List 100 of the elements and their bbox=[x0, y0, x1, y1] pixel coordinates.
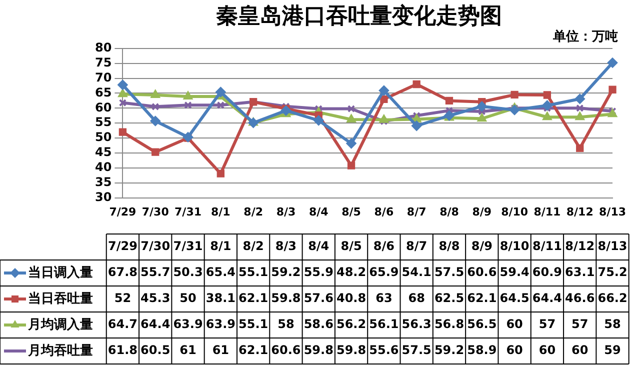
data-label: 46.6 bbox=[565, 291, 595, 306]
data-label: 59 bbox=[604, 343, 621, 358]
chart-title: 秦皇岛港口吞吐量变化走势图 bbox=[216, 2, 502, 29]
data-label: 52 bbox=[114, 291, 132, 306]
category-label: 7/30 bbox=[140, 239, 170, 254]
x-tick-label: 8/2 bbox=[244, 205, 263, 218]
data-label: 61 bbox=[180, 343, 196, 358]
text: 单位：万吨 bbox=[552, 28, 618, 44]
category-label: 7/31 bbox=[173, 239, 203, 254]
y-tick-label: 55 bbox=[94, 115, 112, 130]
x-tick-label: 8/6 bbox=[374, 205, 394, 218]
data-label: 67.8 bbox=[108, 265, 138, 280]
data-label: 56.3 bbox=[402, 317, 432, 332]
data-label: 59.8 bbox=[304, 343, 334, 358]
category-label: 8/7 bbox=[406, 239, 428, 254]
data-label: 60.9 bbox=[532, 265, 562, 280]
data-label: 57 bbox=[572, 317, 588, 332]
data-label: 38.1 bbox=[206, 291, 236, 306]
x-tick-label: 8/8 bbox=[440, 205, 459, 218]
data-label: 48.2 bbox=[336, 265, 366, 280]
x-tick-label: 8/9 bbox=[472, 205, 492, 218]
data-label: 59.8 bbox=[336, 343, 366, 358]
data-label: 59.2 bbox=[434, 343, 464, 358]
y-tick-label: 65 bbox=[94, 85, 112, 100]
y-tick-label: 30 bbox=[94, 190, 112, 204]
data-label: 40.8 bbox=[336, 291, 366, 306]
y-tick-label: 40 bbox=[94, 160, 112, 174]
data-label: 60.6 bbox=[467, 265, 497, 280]
data-label: 56.5 bbox=[467, 317, 497, 332]
data-label: 57.6 bbox=[304, 291, 334, 306]
data-label: 64.4 bbox=[140, 317, 170, 332]
data-label: 63.1 bbox=[565, 265, 595, 280]
x-tick-label: 8/1 bbox=[210, 205, 230, 218]
data-label: 63.9 bbox=[173, 317, 203, 332]
data-label: 58.9 bbox=[467, 343, 497, 358]
x-tick-label: 8/7 bbox=[406, 205, 426, 218]
data-label: 62.1 bbox=[467, 291, 497, 306]
data-label: 55.1 bbox=[238, 317, 268, 332]
data-label: 75.2 bbox=[598, 265, 628, 280]
x-tick-label: 8/12 bbox=[566, 205, 594, 218]
x-tick-label: 8/4 bbox=[308, 205, 329, 218]
legend-label: 月均吞吐量 bbox=[27, 343, 93, 358]
data-label: 62.1 bbox=[238, 291, 268, 306]
data-label: 60 bbox=[506, 343, 523, 358]
data-label: 64.4 bbox=[532, 291, 562, 306]
y-tick-label: 70 bbox=[94, 70, 112, 84]
category-label: 8/4 bbox=[308, 239, 330, 254]
category-label: 8/3 bbox=[275, 239, 297, 254]
x-tick-label: 8/10 bbox=[501, 205, 528, 218]
legend-label: 当日吞吐量 bbox=[28, 291, 93, 306]
category-label: 8/12 bbox=[565, 239, 595, 254]
data-label: 54.1 bbox=[402, 265, 432, 280]
data-label: 61.8 bbox=[108, 343, 138, 358]
category-label: 8/10 bbox=[500, 239, 530, 254]
x-tick-label: 8/3 bbox=[276, 205, 296, 218]
data-label: 57.5 bbox=[434, 265, 464, 280]
y-tick-label: 45 bbox=[94, 145, 112, 160]
y-tick-label: 35 bbox=[94, 174, 112, 189]
data-label: 58 bbox=[604, 317, 621, 332]
data-label: 59.8 bbox=[271, 291, 301, 306]
data-label: 60.6 bbox=[271, 343, 301, 358]
data-label: 57.5 bbox=[402, 343, 432, 358]
category-label: 8/11 bbox=[532, 239, 562, 254]
category-label: 8/1 bbox=[210, 239, 232, 254]
data-label: 60 bbox=[572, 343, 588, 358]
data-label: 62.5 bbox=[434, 291, 464, 306]
data-label: 56.8 bbox=[434, 317, 464, 332]
category-label: 8/13 bbox=[598, 239, 628, 254]
data-label: 65.9 bbox=[369, 265, 399, 280]
data-label: 60 bbox=[538, 343, 556, 358]
category-label: 8/9 bbox=[471, 239, 492, 254]
y-tick-label: 50 bbox=[94, 130, 112, 144]
data-label: 63 bbox=[376, 291, 392, 306]
data-label: 55.9 bbox=[304, 265, 334, 280]
data-label: 66.2 bbox=[598, 291, 628, 306]
x-tick-label: 8/5 bbox=[342, 205, 361, 218]
data-label: 65.4 bbox=[206, 265, 236, 280]
data-label: 68 bbox=[408, 291, 425, 306]
legend-label: 当日调入量 bbox=[28, 264, 93, 280]
category-label: 8/6 bbox=[373, 239, 394, 254]
data-label: 60 bbox=[506, 317, 523, 332]
x-tick-label: 8/13 bbox=[599, 205, 626, 218]
y-tick-label: 75 bbox=[94, 55, 112, 70]
data-label: 64.7 bbox=[108, 317, 138, 332]
x-tick-label: 7/30 bbox=[142, 205, 170, 218]
data-label: 55.1 bbox=[238, 265, 268, 280]
data-label: 45.3 bbox=[140, 291, 170, 306]
data-label: 58.6 bbox=[304, 317, 334, 332]
x-tick-label: 8/11 bbox=[534, 205, 561, 218]
legend-label: 月均调入量 bbox=[27, 316, 93, 332]
data-label: 50 bbox=[180, 291, 196, 306]
data-label: 63.9 bbox=[206, 317, 236, 332]
data-label: 64.5 bbox=[500, 291, 530, 306]
data-label: 62.1 bbox=[238, 343, 268, 358]
y-tick-label: 80 bbox=[94, 40, 112, 55]
data-label: 55.6 bbox=[369, 343, 399, 358]
y-tick-label: 60 bbox=[94, 100, 112, 114]
data-label: 57 bbox=[538, 317, 556, 332]
category-label: 7/29 bbox=[108, 239, 138, 254]
data-label: 61 bbox=[212, 343, 230, 358]
